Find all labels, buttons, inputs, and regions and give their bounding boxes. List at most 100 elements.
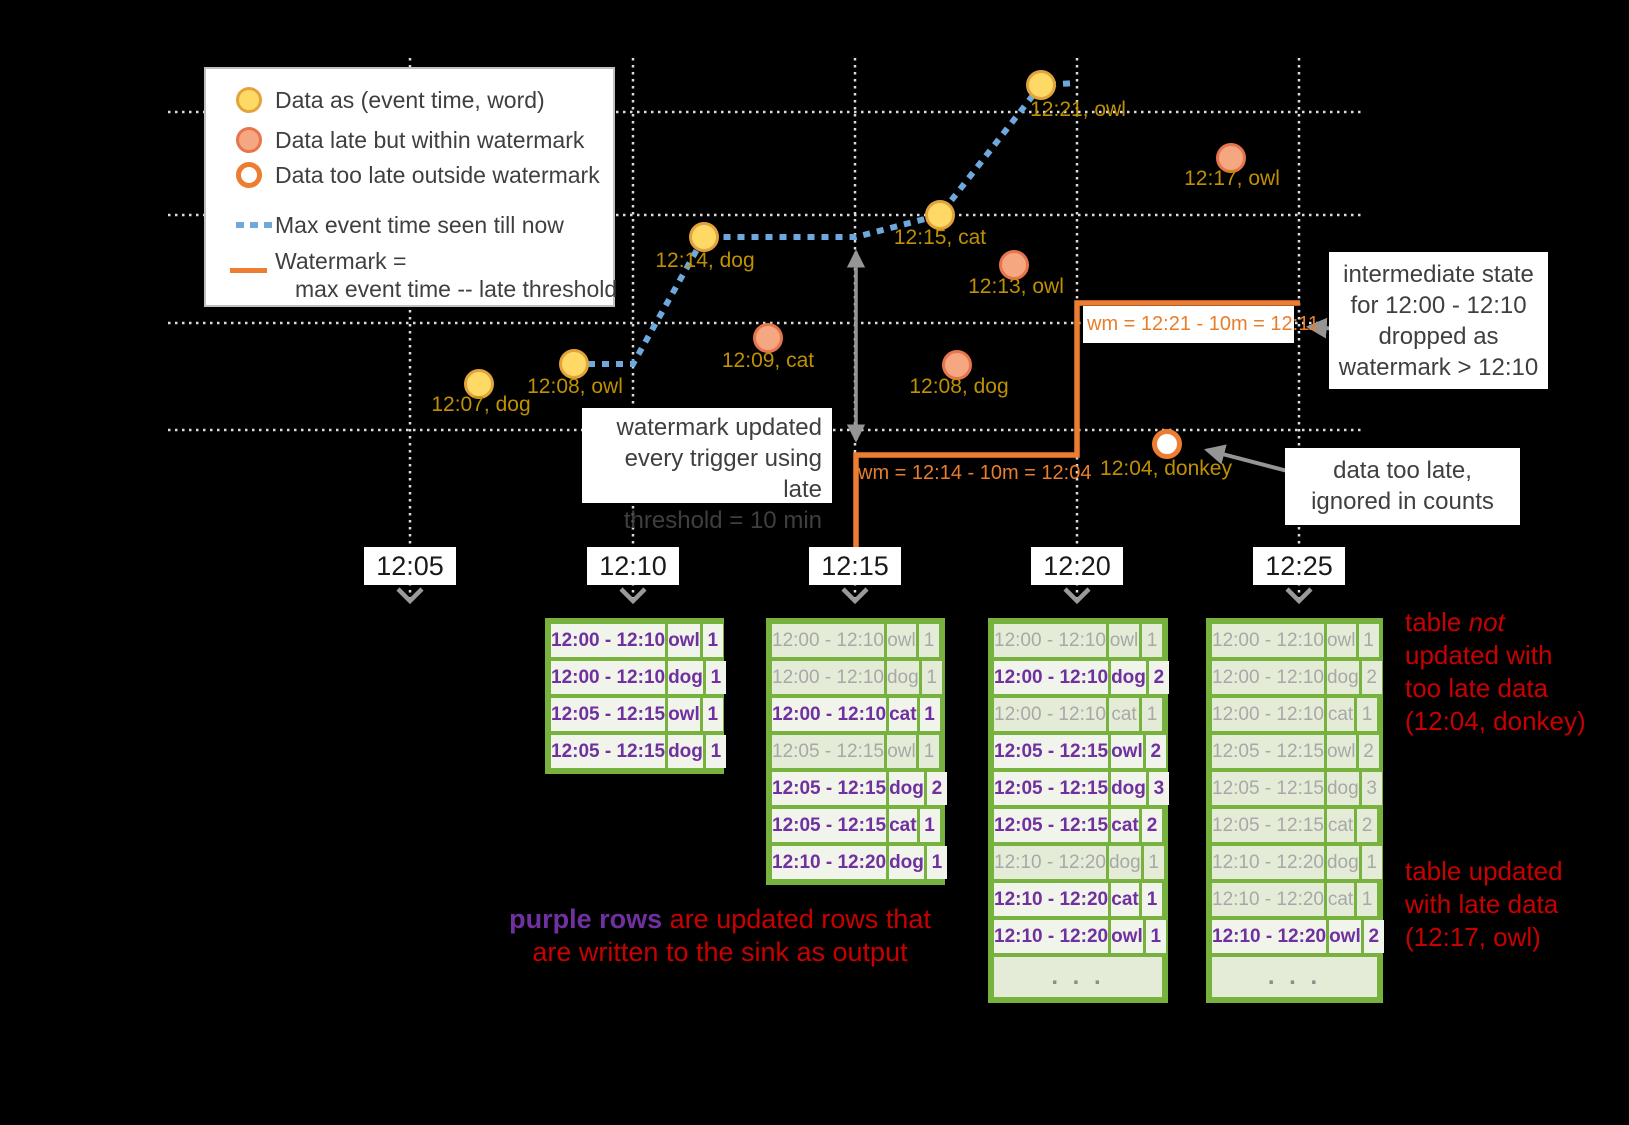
count-cell: 1	[1357, 698, 1377, 731]
window-cell: 12:05 - 12:15	[551, 698, 666, 731]
word-cell: dog	[886, 661, 919, 694]
word-cell: owl	[1108, 624, 1139, 657]
legend-item-late: Data late but within watermark	[236, 123, 584, 157]
note-line: table not	[1405, 607, 1505, 637]
count-cell: 1	[1145, 920, 1166, 953]
table-row: 12:00 - 12:10 dog 2	[994, 661, 1169, 694]
table-row: 12:10 - 12:20 owl 1	[994, 920, 1166, 953]
result-table-12-25: 12:00 - 12:10 owl 1 12:00 - 12:10 dog 2 12:00 …	[1206, 618, 1384, 1003]
window-cell: 12:05 - 12:15	[994, 735, 1109, 768]
note-line: too late data	[1405, 673, 1549, 703]
time-tick-4: 12:20	[1031, 547, 1123, 585]
window-cell: 12:10 - 12:20	[994, 846, 1106, 879]
table-row: 12:05 - 12:15 owl 2	[994, 735, 1166, 768]
count-cell: 2	[926, 772, 947, 805]
legend-item-watermark-2: max event time -- late threshold	[295, 272, 617, 306]
point-label: 12:14, dog	[655, 249, 755, 272]
table-not-updated-note: table not updated with too late data (12…	[1405, 606, 1586, 738]
watermark-label-1: wm = 12:14 - 10m = 12:04	[858, 462, 1092, 484]
legend-item-max-event-time: Max event time seen till now	[236, 208, 564, 242]
point-12-13-owl	[999, 250, 1029, 280]
legend-label: Data too late outside watermark	[275, 161, 600, 188]
point-label: 12:08, dog	[909, 375, 1009, 398]
legend-item-watermark: Watermark =	[275, 244, 406, 278]
result-table-12-10: 12:00 - 12:10 owl 1 12:00 - 12:10 dog 1 12:05 …	[545, 618, 726, 774]
word-cell: dog	[889, 772, 924, 805]
point-12-07-dog	[464, 369, 494, 399]
legend-label: Watermark =	[275, 247, 407, 274]
count-cell: 1	[702, 698, 723, 731]
table-row: 12:05 - 12:15 owl 1	[772, 735, 939, 768]
time-tick-2: 12:10	[587, 547, 679, 585]
result-table-12-15: 12:00 - 12:10 owl 1 12:00 - 12:10 dog 1 12:00 …	[766, 618, 947, 885]
window-cell: 12:10 - 12:20	[994, 883, 1109, 916]
window-cell: 12:00 - 12:10	[1212, 661, 1324, 694]
point-12-21-owl	[1026, 70, 1056, 100]
note-line: every trigger using late	[624, 445, 822, 503]
table-row: 12:05 - 12:15 owl 1	[551, 698, 723, 731]
table-row: 12:05 - 12:15 cat 1	[772, 809, 940, 842]
trigger-arrows	[396, 587, 1313, 605]
count-cell: 3	[1361, 772, 1382, 805]
window-cell: 12:05 - 12:15	[772, 809, 887, 842]
count-cell: 1	[919, 809, 940, 842]
table-ellipsis-row: . . .	[994, 957, 1162, 997]
table-row: 12:00 - 12:10 cat 1	[994, 698, 1162, 731]
count-cell: 2	[1361, 661, 1382, 694]
word-cell: dog	[1326, 772, 1359, 805]
note-line: purple rows are updated rows that	[509, 904, 931, 934]
table-row: 12:10 - 12:20 dog 1	[1212, 846, 1382, 879]
word-cell: owl	[1329, 920, 1361, 953]
point-label: 12:21, owl	[1030, 98, 1126, 121]
max-event-time-line-icon	[236, 222, 274, 228]
point-label: 12:13, owl	[968, 275, 1064, 298]
word-cell: owl	[886, 735, 916, 768]
note-line: table updated	[1405, 856, 1563, 886]
note-line: threshold = 10 min	[623, 507, 822, 534]
count-cell: 1	[1361, 846, 1382, 879]
window-cell: 12:00 - 12:10	[994, 661, 1109, 694]
word-cell: owl	[1326, 624, 1356, 657]
table-row: 12:00 - 12:10 owl 1	[994, 624, 1162, 657]
word-cell: dog	[1326, 661, 1359, 694]
word-cell: cat	[1108, 698, 1139, 731]
note-line: are written to the sink as output	[532, 937, 908, 967]
window-cell: 12:05 - 12:15	[994, 809, 1109, 842]
watermark-step-line	[853, 300, 1300, 547]
table-row: 12:10 - 12:20 cat 1	[994, 883, 1162, 916]
table-row: 12:10 - 12:20 cat 1	[1212, 883, 1377, 916]
legend: Data as (event time, word) Data late but…	[204, 67, 617, 307]
table-row: 12:00 - 12:10 owl 1	[1212, 624, 1379, 657]
point-12-08-dog	[942, 350, 972, 380]
window-cell: 12:00 - 12:10	[994, 624, 1106, 657]
note-line: with late data	[1405, 889, 1559, 919]
point-12-15-cat	[925, 200, 955, 230]
word-cell: dog	[1326, 846, 1359, 879]
table-row: 12:00 - 12:10 cat 1	[1212, 698, 1377, 731]
point-12-04-donkey	[1152, 429, 1182, 459]
word-cell: cat	[889, 698, 917, 731]
window-cell: 12:05 - 12:15	[1212, 735, 1324, 768]
table-row: 12:00 - 12:10 owl 1	[551, 624, 723, 657]
table-row: 12:00 - 12:10 dog 1	[772, 661, 942, 694]
count-cell: 1	[919, 624, 939, 657]
table-row: 12:00 - 12:10 dog 1	[551, 661, 726, 694]
window-cell: 12:10 - 12:20	[1212, 883, 1324, 916]
table-row: 12:05 - 12:15 cat 2	[994, 809, 1162, 842]
note-line: data too late,	[1333, 457, 1472, 484]
intermediate-state-note: intermediate state for 12:00 - 12:10 dro…	[1329, 252, 1548, 389]
legend-label: Max event time seen till now	[275, 211, 564, 238]
table-row: 12:10 - 12:20 owl 2	[1212, 920, 1384, 953]
window-cell: 12:05 - 12:15	[994, 772, 1109, 805]
table-row: 12:05 - 12:15 dog 3	[1212, 772, 1382, 805]
table-row: 12:05 - 12:15 dog 3	[994, 772, 1169, 805]
window-cell: 12:05 - 12:15	[551, 735, 666, 768]
word-cell: cat	[889, 809, 917, 842]
window-cell: 12:10 - 12:20	[994, 920, 1109, 953]
point-label: 12:07, dog	[431, 393, 531, 416]
count-cell: 2	[1357, 809, 1377, 842]
word-cell: dog	[668, 661, 703, 694]
word-cell: cat	[1326, 809, 1354, 842]
count-cell: 1	[1357, 883, 1377, 916]
